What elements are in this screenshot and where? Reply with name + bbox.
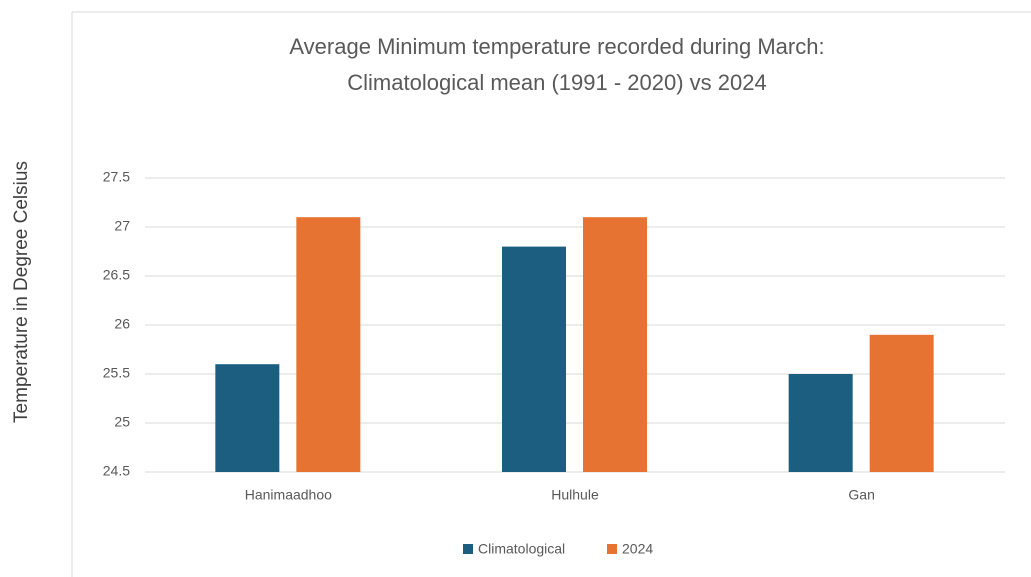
y-tick-label: 26.5 [103,267,130,283]
legend-swatch [463,544,473,554]
x-tick-label: Gan [848,487,874,503]
bar [215,364,280,472]
bar [788,374,853,472]
x-tick-label: Hanimaadhoo [245,487,332,503]
chart-title: Average Minimum temperature recorded dur… [289,34,824,59]
x-tick-label: Hulhule [551,487,599,503]
y-tick-label: 27 [114,218,130,234]
bar [296,217,361,472]
chart-title: Climatological mean (1991 - 2020) vs 202… [347,70,766,95]
y-tick-label: 25.5 [103,365,130,381]
legend-label: Climatological [478,541,565,557]
bar [583,217,647,472]
y-tick-label: 24.5 [103,463,130,479]
y-tick-label: 26 [114,316,130,332]
y-tick-label: 27.5 [103,169,130,185]
y-tick-label: 25 [114,414,130,430]
y-axis-label: Temperature in Degree Celsius [11,161,32,423]
bar [869,334,934,472]
bar [502,246,566,472]
legend-swatch [607,544,617,554]
legend-label: 2024 [622,541,653,557]
